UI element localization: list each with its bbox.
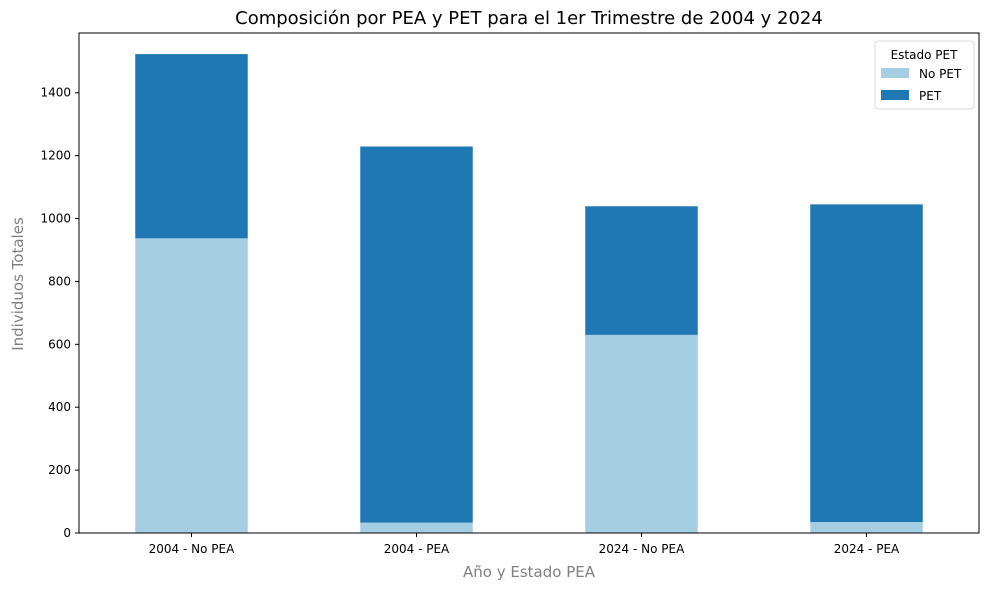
bar-no-pet-1 (360, 522, 473, 533)
y-tick-label: 200 (48, 463, 71, 477)
bar-pet-1 (360, 146, 473, 523)
plot-frame (78, 32, 980, 534)
x-tick-label: 2024 - No PEA (599, 542, 685, 556)
bar-no-pet-3 (810, 521, 923, 533)
bar-pet-2 (585, 206, 698, 335)
y-tick-label: 800 (48, 274, 71, 288)
x-tick-label: 2004 - No PEA (149, 542, 235, 556)
legend-label-no-pet: No PET (919, 67, 962, 81)
legend-swatch-no-pet (881, 68, 909, 78)
bar-no-pet-0 (135, 238, 248, 533)
legend-swatch-pet (881, 90, 909, 100)
x-axis-title: Año y Estado PEA (463, 563, 596, 581)
y-tick-label: 0 (63, 526, 71, 540)
y-tick-label: 400 (48, 400, 71, 414)
legend-label-pet: PET (919, 89, 942, 103)
x-tick-label: 2024 - PEA (834, 542, 900, 556)
bar-no-pet-2 (585, 334, 698, 533)
legend-title: Estado PET (891, 48, 958, 62)
y-axis-title: Individuos Totales (9, 217, 27, 351)
plot-area (78, 32, 980, 534)
bar-pet-3 (810, 204, 923, 522)
x-axis: 2004 - No PEA 2004 - PEA 2024 - No PEA 2024… (149, 533, 900, 556)
y-tick-label: 1400 (40, 86, 71, 100)
chart-title: Composición por PEA y PET para el 1er Tr… (235, 8, 823, 29)
y-axis: 0 200 400 600 800 1000 1200 1400 (40, 86, 79, 540)
bar-pet-0 (135, 54, 248, 239)
x-tick-label: 2004 - PEA (384, 542, 450, 556)
legend: Estado PET No PET PET (874, 40, 975, 110)
y-tick-label: 600 (48, 337, 71, 351)
y-tick-label: 1200 (40, 149, 71, 163)
y-tick-label: 1000 (40, 212, 71, 226)
